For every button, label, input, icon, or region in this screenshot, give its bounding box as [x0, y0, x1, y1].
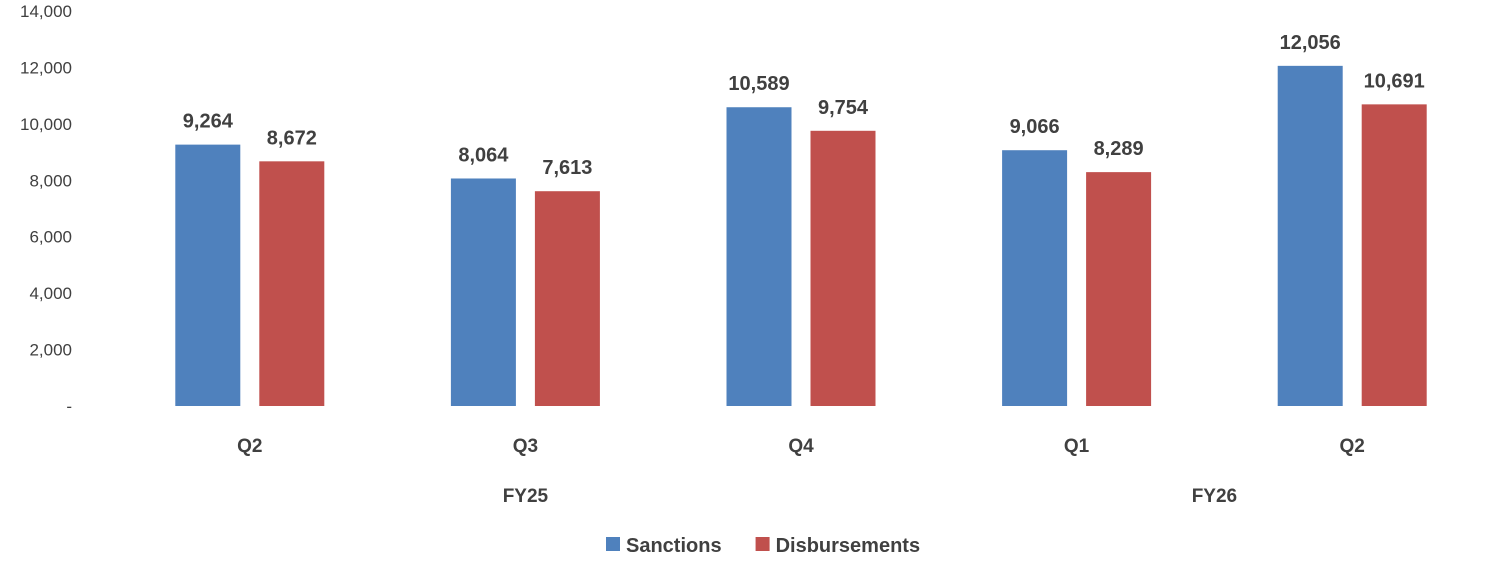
x-tick-label: Q2: [237, 436, 262, 457]
data-label: 10,691: [1364, 70, 1425, 92]
legend-label: Disbursements: [776, 535, 921, 557]
legend-label: Sanctions: [626, 535, 722, 557]
data-label: 10,589: [728, 73, 789, 95]
data-label: 8,289: [1094, 138, 1144, 160]
data-label: 12,056: [1280, 32, 1341, 54]
legend-swatch-sanctions: [606, 537, 620, 551]
legend-swatch-disbursements: [755, 537, 770, 551]
x-tick-label: Q1: [1064, 436, 1090, 457]
x-tick-label: Q4: [788, 436, 814, 457]
data-label: 8,672: [267, 127, 317, 149]
data-label: 7,613: [542, 157, 592, 179]
data-labels: 9,264 8,672 8,064 7,613 10,589 9,754 9,066 8,28…: [183, 32, 1425, 179]
bar-sanctions-2: [726, 107, 792, 407]
group-label: FY25: [503, 486, 549, 507]
bar-disbursements-1: [534, 191, 600, 406]
data-label: 9,066: [1010, 116, 1060, 138]
bar-disbursements-2: [810, 130, 876, 406]
bar-disbursements-4: [1361, 104, 1427, 406]
bar-sanctions-4: [1277, 65, 1343, 406]
x-axis: Q2 Q3 Q4 Q1 Q2: [237, 436, 1365, 457]
data-label: 8,064: [458, 144, 509, 166]
y-tick-label: 2,000: [29, 341, 72, 360]
x-tick-label: Q2: [1340, 436, 1365, 457]
bars: [175, 65, 1427, 407]
bar-disbursements-0: [259, 161, 325, 406]
x-tick-label: Q3: [513, 436, 538, 457]
group-labels: FY25 FY26: [503, 486, 1237, 507]
data-label: 9,264: [183, 111, 234, 133]
y-tick-label: 6,000: [29, 228, 72, 247]
bar-sanctions-3: [1002, 150, 1068, 406]
y-tick-label: 8,000: [29, 171, 72, 190]
y-axis: - 2,000 4,000 6,000 8,000 10,000 12,000 14,000: [20, 2, 72, 416]
data-label: 9,754: [818, 97, 869, 119]
y-tick-label: -: [66, 397, 72, 416]
legend: Sanctions Disbursements: [606, 535, 920, 557]
bar-disbursements-3: [1086, 172, 1152, 406]
y-tick-label: 12,000: [20, 58, 72, 77]
y-tick-label: 4,000: [29, 284, 72, 303]
y-tick-label: 10,000: [20, 115, 72, 134]
group-label: FY26: [1192, 486, 1237, 507]
bar-sanctions-1: [450, 178, 516, 406]
bar-sanctions-0: [175, 144, 241, 406]
y-tick-label: 14,000: [20, 2, 72, 21]
